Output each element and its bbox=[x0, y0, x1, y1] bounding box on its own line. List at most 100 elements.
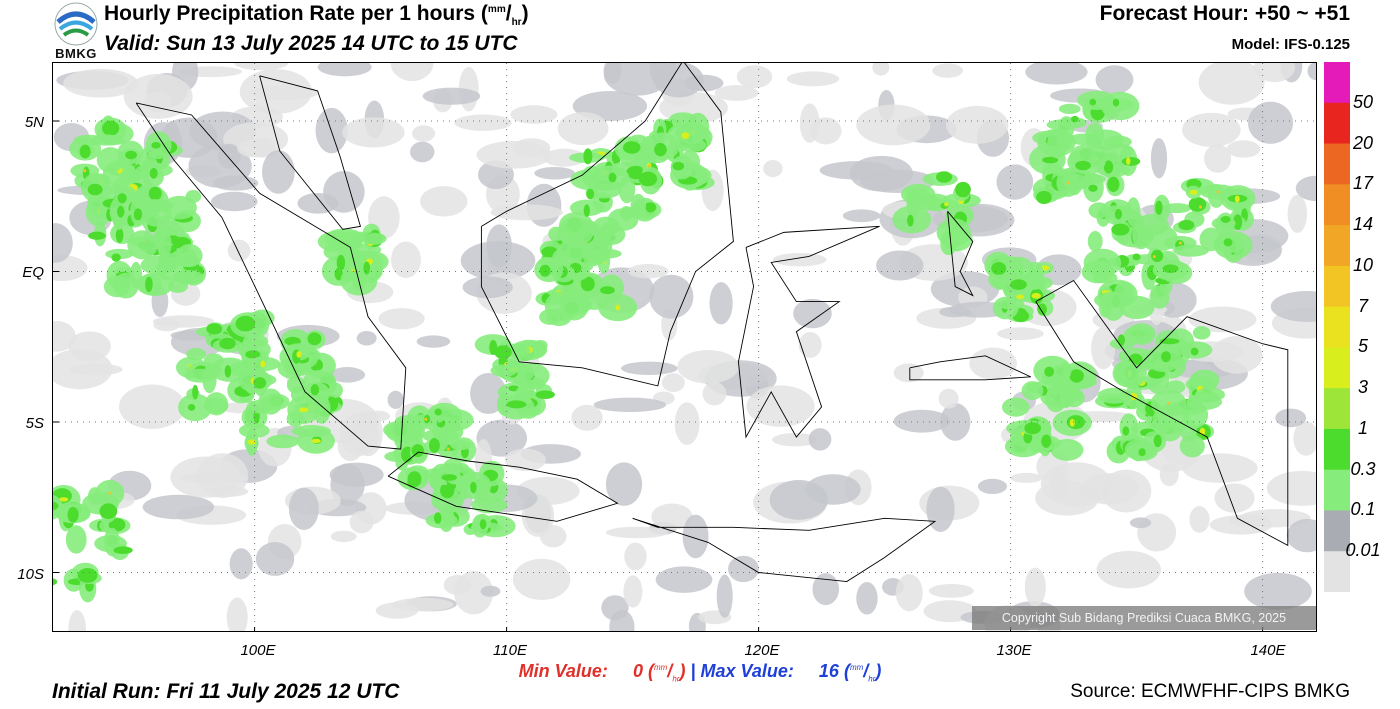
drizzle-area bbox=[534, 166, 576, 180]
rain-moderate bbox=[935, 171, 953, 183]
drizzle-area bbox=[798, 331, 822, 358]
rain-light bbox=[450, 440, 472, 451]
rain-moderate bbox=[494, 345, 512, 360]
drizzle-area bbox=[674, 402, 700, 445]
max-value: 16 bbox=[818, 661, 839, 681]
drizzle-area bbox=[1010, 472, 1043, 483]
colorbar-label: 7 bbox=[1357, 295, 1368, 316]
drizzle-area bbox=[1209, 515, 1273, 535]
rain-light bbox=[425, 512, 458, 529]
lon-label-100e: 100E bbox=[240, 642, 276, 659]
rain-moderate bbox=[1036, 190, 1052, 205]
lat-label-eq: EQ bbox=[22, 264, 44, 281]
drizzle-area bbox=[490, 204, 563, 221]
rain-very-heavy bbox=[83, 169, 87, 173]
drizzle-area bbox=[53, 320, 76, 352]
drizzle-area bbox=[1198, 63, 1265, 105]
rain-moderate bbox=[77, 568, 98, 583]
rain-light bbox=[490, 364, 518, 377]
drizzle-area bbox=[1244, 572, 1312, 610]
initial-run: Initial Run: Fri 11 July 2025 12 UTC bbox=[52, 680, 400, 703]
title-text: Hourly Precipitation Rate per 1 hours bbox=[104, 2, 476, 25]
rain-moderate bbox=[1233, 214, 1243, 231]
rain-light bbox=[1194, 387, 1226, 402]
drizzle-area bbox=[412, 125, 436, 142]
rain-light bbox=[96, 147, 125, 173]
minmax-separator: | bbox=[690, 661, 696, 681]
title-unit-sub: hr bbox=[511, 17, 522, 29]
rain-light bbox=[1192, 326, 1211, 340]
rain-moderate bbox=[411, 444, 424, 458]
rain-moderate bbox=[1121, 157, 1141, 166]
drizzle-area bbox=[593, 397, 667, 413]
coastline bbox=[947, 211, 974, 297]
drizzle-area bbox=[932, 63, 963, 78]
rain-moderate bbox=[583, 204, 590, 217]
drizzle-area bbox=[249, 85, 319, 100]
rain-moderate bbox=[1037, 303, 1047, 316]
rain-moderate bbox=[1188, 197, 1207, 212]
drizzle-area bbox=[460, 241, 536, 281]
rain-moderate bbox=[99, 503, 118, 519]
drizzle-area bbox=[793, 298, 832, 329]
rain-moderate bbox=[53, 501, 59, 511]
min-label: Min Value: bbox=[518, 661, 608, 681]
rain-light bbox=[286, 410, 305, 427]
rain-moderate bbox=[1041, 434, 1052, 448]
rain-moderate bbox=[407, 471, 422, 488]
lon-label-120e: 120E bbox=[744, 642, 780, 659]
rain-moderate bbox=[187, 403, 196, 411]
drizzle-area bbox=[512, 558, 571, 601]
rain-light bbox=[172, 270, 204, 285]
rain-moderate bbox=[539, 264, 551, 277]
drizzle-area bbox=[420, 186, 468, 217]
drizzle-area bbox=[1095, 65, 1134, 95]
drizzle-area bbox=[217, 143, 241, 169]
drizzle-area bbox=[349, 510, 374, 534]
drizzle-area bbox=[227, 239, 251, 262]
rain-moderate bbox=[87, 183, 103, 196]
rain-light bbox=[1162, 203, 1192, 214]
colorbar-swatch bbox=[1324, 347, 1350, 389]
drizzle-area bbox=[229, 548, 253, 580]
lon-label-140e: 140E bbox=[1250, 642, 1286, 659]
rain-moderate bbox=[1071, 115, 1079, 123]
drizzle-area bbox=[375, 602, 419, 619]
rain-moderate bbox=[1103, 160, 1114, 174]
drizzle-area bbox=[624, 542, 647, 571]
rain-moderate bbox=[1178, 219, 1195, 231]
rain-moderate bbox=[1111, 223, 1130, 236]
colorbar-swatch bbox=[1324, 388, 1350, 430]
drizzle-area bbox=[340, 412, 380, 457]
drizzle-area bbox=[1286, 518, 1316, 553]
rain-light bbox=[291, 425, 332, 438]
rain-moderate bbox=[644, 202, 657, 213]
rain-light bbox=[1135, 213, 1169, 236]
drizzle-area bbox=[1024, 567, 1046, 607]
rain-light bbox=[129, 261, 143, 289]
rain-moderate bbox=[1024, 422, 1041, 435]
drizzle-area bbox=[422, 87, 481, 105]
min-unit-sub: hr bbox=[672, 674, 680, 684]
rain-light bbox=[585, 248, 622, 259]
rain-moderate bbox=[125, 150, 137, 160]
rain-light bbox=[184, 368, 217, 383]
rain-light bbox=[127, 230, 158, 260]
rain-moderate bbox=[1190, 347, 1199, 356]
rain-light bbox=[157, 230, 172, 258]
drizzle-area bbox=[123, 74, 193, 119]
colorbar-label: 5 bbox=[1357, 336, 1368, 357]
colorbar-label: 3 bbox=[1357, 377, 1368, 398]
drizzle-area bbox=[682, 514, 709, 559]
drizzle-area bbox=[234, 63, 288, 71]
drizzle-area bbox=[1129, 517, 1152, 529]
rain-light bbox=[1097, 387, 1132, 404]
colorbar-swatch bbox=[1324, 551, 1350, 592]
bmkg-logo-icon bbox=[54, 2, 98, 46]
drizzle-area bbox=[416, 335, 451, 348]
rain-moderate bbox=[580, 276, 595, 292]
rain-moderate bbox=[245, 350, 261, 359]
colorbar-label: 0.3 bbox=[1350, 458, 1376, 479]
rain-very-heavy bbox=[1066, 181, 1070, 185]
drizzle-area bbox=[476, 140, 552, 169]
